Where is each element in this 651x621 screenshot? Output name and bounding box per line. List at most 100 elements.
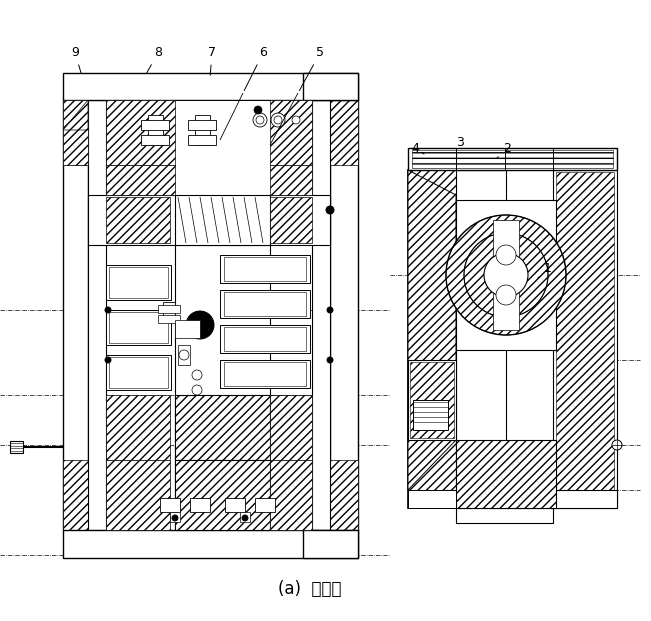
Bar bbox=[220, 395, 310, 423]
Circle shape bbox=[254, 106, 262, 114]
Text: 5: 5 bbox=[299, 47, 324, 91]
Bar bbox=[175, 460, 270, 530]
Bar bbox=[63, 100, 88, 165]
Bar bbox=[158, 305, 180, 313]
Bar bbox=[456, 170, 506, 508]
Bar bbox=[224, 327, 306, 351]
Bar bbox=[456, 440, 556, 508]
Bar bbox=[412, 150, 613, 168]
Bar bbox=[190, 498, 210, 512]
Text: 1: 1 bbox=[538, 261, 552, 278]
Circle shape bbox=[464, 233, 548, 317]
Bar bbox=[63, 530, 358, 558]
Bar bbox=[456, 200, 556, 350]
Circle shape bbox=[192, 385, 202, 395]
Bar bbox=[188, 135, 216, 145]
Bar bbox=[270, 460, 312, 530]
Circle shape bbox=[496, 245, 516, 265]
Bar bbox=[410, 362, 454, 438]
Circle shape bbox=[172, 515, 178, 521]
Bar bbox=[224, 422, 306, 446]
Bar bbox=[220, 255, 310, 283]
Bar bbox=[10, 441, 23, 453]
Bar bbox=[456, 490, 553, 508]
Bar bbox=[225, 498, 245, 512]
Text: 3: 3 bbox=[456, 137, 464, 155]
Text: (a)  主视图: (a) 主视图 bbox=[278, 580, 342, 598]
Bar bbox=[63, 460, 88, 530]
Bar bbox=[106, 310, 171, 345]
Bar bbox=[303, 530, 358, 558]
Bar bbox=[109, 357, 168, 388]
Bar bbox=[160, 498, 180, 512]
Bar bbox=[88, 100, 106, 530]
Bar bbox=[109, 312, 168, 343]
Bar bbox=[175, 195, 270, 245]
Bar bbox=[330, 100, 358, 165]
Bar bbox=[553, 170, 617, 508]
Bar bbox=[240, 512, 250, 522]
Bar bbox=[493, 220, 519, 330]
Circle shape bbox=[484, 253, 528, 297]
Bar bbox=[408, 170, 617, 508]
Bar bbox=[170, 512, 180, 522]
Bar bbox=[270, 395, 312, 460]
Bar bbox=[255, 498, 275, 512]
Circle shape bbox=[612, 440, 622, 450]
Polygon shape bbox=[63, 100, 88, 165]
Bar bbox=[330, 100, 358, 530]
Bar bbox=[413, 400, 448, 430]
Polygon shape bbox=[63, 100, 88, 130]
Bar bbox=[63, 100, 88, 530]
Bar bbox=[224, 257, 306, 281]
Text: 4: 4 bbox=[411, 142, 424, 155]
Bar bbox=[178, 345, 190, 365]
Bar bbox=[106, 395, 170, 460]
Bar bbox=[270, 100, 312, 165]
Bar bbox=[106, 265, 171, 300]
Bar bbox=[220, 360, 310, 388]
Bar bbox=[106, 165, 175, 195]
Bar bbox=[63, 530, 358, 558]
Bar bbox=[220, 290, 310, 318]
Bar bbox=[63, 73, 358, 100]
Bar bbox=[106, 100, 312, 195]
Circle shape bbox=[186, 311, 214, 339]
Bar bbox=[106, 100, 175, 165]
Bar bbox=[330, 460, 358, 530]
Bar bbox=[188, 120, 216, 130]
Polygon shape bbox=[408, 170, 456, 490]
Circle shape bbox=[327, 307, 333, 313]
Bar bbox=[303, 73, 358, 100]
Text: 9: 9 bbox=[71, 47, 81, 73]
Bar bbox=[224, 457, 306, 481]
Bar bbox=[270, 197, 312, 243]
Bar bbox=[175, 395, 270, 460]
Circle shape bbox=[292, 116, 300, 124]
Bar bbox=[408, 360, 456, 440]
Bar bbox=[556, 172, 614, 506]
Bar bbox=[408, 170, 456, 508]
Bar bbox=[148, 115, 163, 145]
Circle shape bbox=[179, 350, 189, 360]
Bar bbox=[408, 148, 617, 170]
Bar bbox=[141, 120, 169, 130]
Circle shape bbox=[192, 370, 202, 380]
Bar bbox=[175, 320, 200, 338]
Bar bbox=[220, 420, 310, 448]
Bar bbox=[195, 115, 210, 145]
Text: 7: 7 bbox=[208, 47, 216, 75]
Bar bbox=[106, 355, 171, 390]
Circle shape bbox=[242, 515, 248, 521]
Bar bbox=[312, 100, 330, 530]
Bar bbox=[224, 362, 306, 386]
Circle shape bbox=[446, 215, 566, 335]
Bar bbox=[224, 292, 306, 316]
Bar bbox=[163, 302, 175, 322]
Text: 6: 6 bbox=[244, 47, 267, 91]
Bar bbox=[270, 165, 312, 195]
Bar bbox=[224, 397, 306, 421]
Bar bbox=[175, 395, 270, 460]
Bar bbox=[220, 455, 310, 483]
Text: 2: 2 bbox=[497, 142, 511, 158]
